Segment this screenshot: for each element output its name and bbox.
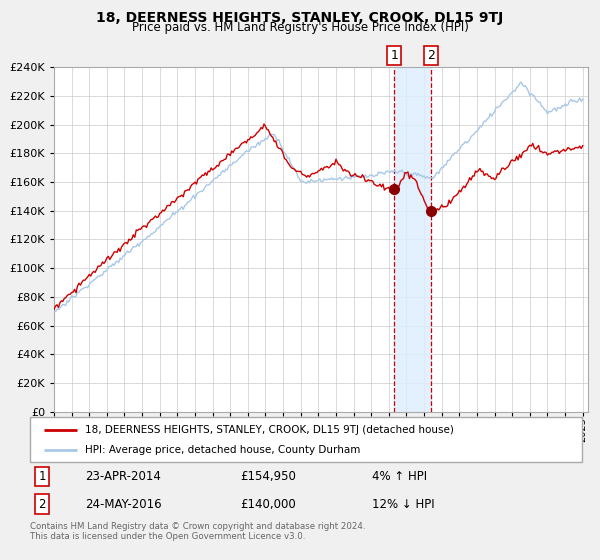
Text: 2: 2: [427, 49, 435, 62]
Bar: [394, 67, 431, 412]
FancyBboxPatch shape: [30, 417, 582, 462]
Text: 18, DEERNESS HEIGHTS, STANLEY, CROOK, DL15 9TJ: 18, DEERNESS HEIGHTS, STANLEY, CROOK, DL…: [97, 11, 503, 25]
Text: 18, DEERNESS HEIGHTS, STANLEY, CROOK, DL15 9TJ (detached house): 18, DEERNESS HEIGHTS, STANLEY, CROOK, DL…: [85, 424, 454, 435]
Text: 1: 1: [38, 470, 46, 483]
Text: 4% ↑ HPI: 4% ↑ HPI: [372, 470, 427, 483]
Text: Price paid vs. HM Land Registry's House Price Index (HPI): Price paid vs. HM Land Registry's House …: [131, 21, 469, 34]
Text: 24-MAY-2016: 24-MAY-2016: [85, 498, 162, 511]
Text: £154,950: £154,950: [240, 470, 296, 483]
Text: HPI: Average price, detached house, County Durham: HPI: Average price, detached house, Coun…: [85, 445, 361, 455]
Text: £140,000: £140,000: [240, 498, 296, 511]
Text: 12% ↓ HPI: 12% ↓ HPI: [372, 498, 435, 511]
Text: 2: 2: [38, 498, 46, 511]
Text: 1: 1: [390, 49, 398, 62]
Text: Contains HM Land Registry data © Crown copyright and database right 2024.
This d: Contains HM Land Registry data © Crown c…: [30, 522, 365, 542]
Text: 23-APR-2014: 23-APR-2014: [85, 470, 161, 483]
